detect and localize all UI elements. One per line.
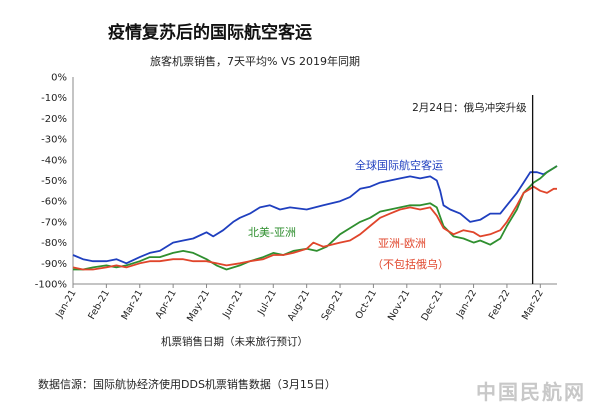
source-note: 数据信源：国际航协经济使用DDS机票销售数据（3月15日） [38, 378, 336, 391]
x-tick-label: Jan-21 [53, 288, 78, 320]
x-tick-label: Apr-21 [154, 288, 179, 321]
y-tick-label: -10% [41, 93, 67, 104]
x-tick-label: Jun-21 [220, 288, 245, 321]
series-line-2 [72, 185, 557, 271]
y-tick-label: -50% [41, 176, 67, 187]
x-tick-label: Nov-21 [386, 288, 412, 323]
x-tick-label: Feb-21 [86, 288, 112, 322]
series-line-0 [72, 165, 558, 265]
y-tick-label: -60% [41, 197, 67, 208]
x-tick-label: May-21 [185, 288, 212, 324]
label-na-asia: 北美-亚洲 [248, 226, 296, 239]
y-axis-ticks: 0% -10% -20% -30% -40% -50% -60% -70% -80% -90% -1… [35, 73, 67, 291]
y-tick-label: -30% [41, 135, 67, 146]
y-tick-label: -80% [41, 238, 67, 249]
x-tick-label: Feb-22 [487, 288, 513, 322]
label-global: 全球国际航空客运 [355, 158, 443, 172]
chart-title: 疫情复苏后的国际航空客运 [108, 23, 312, 43]
y-tick-label: -100% [35, 280, 67, 291]
chart-subtitle: 旅客机票销售，7天平均% VS 2019年同期 [150, 55, 360, 68]
x-tick-label: Aug-21 [286, 288, 313, 323]
y-tick-label: -20% [41, 114, 67, 125]
y-tick-label: -70% [41, 217, 67, 228]
x-tick-label: Jul-21 [255, 288, 279, 318]
x-tick-label: Oct-21 [354, 288, 380, 321]
label-asia-europe-note: （不包括俄乌） [372, 257, 449, 271]
y-tick-label: -40% [41, 155, 67, 166]
y-tick-label: -90% [41, 259, 67, 270]
x-tick-label: Dec-21 [419, 288, 445, 323]
series-layer [72, 165, 558, 271]
x-tick-label: Jan-22 [454, 288, 479, 320]
series-line-1 [73, 165, 558, 271]
x-axis-ticks: Jan-21 Feb-21 Mar-21 Apr-21 May-21 Jun-21 Jul-… [53, 284, 546, 324]
label-asia-europe: 亚洲-欧洲 [378, 237, 426, 250]
x-tick-label: Sep-21 [319, 288, 345, 322]
event-label: 2月24日：俄乌冲突升级 [412, 101, 527, 114]
y-tick-label: 0% [51, 73, 67, 84]
x-tick-label: Mar-22 [520, 288, 546, 322]
x-axis-title: 机票销售日期（未来旅行预订） [161, 335, 308, 348]
x-tick-label: Mar-21 [119, 288, 145, 322]
watermark-logo: 中国民航网 [476, 380, 586, 404]
